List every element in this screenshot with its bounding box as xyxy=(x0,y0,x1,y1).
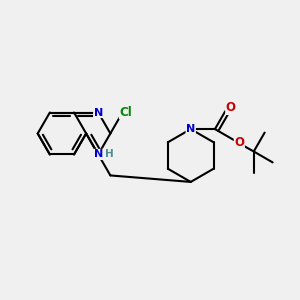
Text: N: N xyxy=(186,124,195,134)
Text: H: H xyxy=(105,149,114,160)
Text: N: N xyxy=(94,149,103,160)
Text: Cl: Cl xyxy=(119,106,132,119)
Text: O: O xyxy=(226,101,236,115)
Text: O: O xyxy=(234,136,244,149)
Text: N: N xyxy=(94,107,103,118)
Text: N: N xyxy=(94,149,103,160)
